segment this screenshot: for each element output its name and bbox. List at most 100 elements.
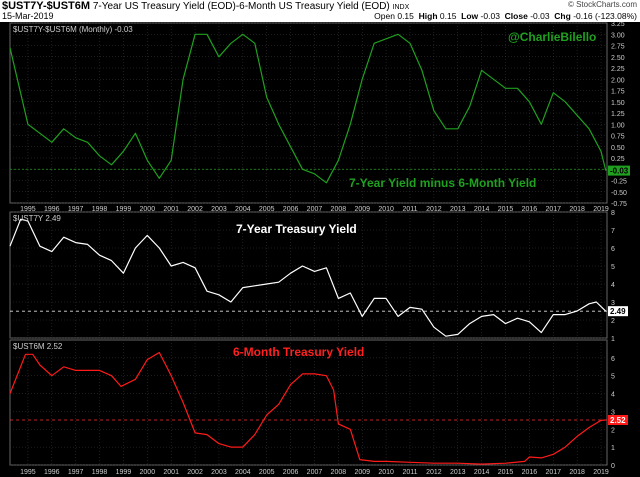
x-tick-label: 2012 <box>426 206 442 213</box>
stockcharts-credit: © StockCharts.com <box>567 0 637 9</box>
x-tick-label: 2002 <box>187 469 203 476</box>
x-tick-label: 2018 <box>569 469 585 476</box>
y-tick-label: 0.25 <box>611 156 625 163</box>
open-value: 0.15 <box>397 11 414 21</box>
ohlc-readout: Open 0.15 High 0.15 Low -0.03 Close -0.0… <box>374 11 637 21</box>
x-tick-label: 2004 <box>235 469 251 476</box>
y-tick-label: 2.75 <box>611 44 625 51</box>
six-month-last-value-tag: 2.52 <box>608 415 628 425</box>
spread-annotation: 7-Year Yield minus 6-Month Yield <box>349 176 536 190</box>
x-tick-label: 2008 <box>331 206 347 213</box>
series-line <box>9 218 607 337</box>
y-tick-label: 3 <box>611 409 615 416</box>
x-tick-label: 2003 <box>211 469 227 476</box>
spread-last-value-tag: -0.03 <box>608 165 630 176</box>
x-tick-label: 2014 <box>474 206 490 213</box>
x-tick-label: 2008 <box>331 469 347 476</box>
six-month-last-value: 2.52 <box>610 416 626 425</box>
x-tick-label: 2003 <box>211 206 227 213</box>
x-tick-label: 2001 <box>163 469 179 476</box>
spread-last-value: -0.03 <box>610 167 629 176</box>
six-month-grid <box>10 340 607 466</box>
x-tick-label: 2006 <box>283 206 299 213</box>
six-month-panel: 0 1 2 3 4 5 6 2.52 $UST6M 2.52 6-Month Treasur… <box>9 339 628 470</box>
y-tick-label: 1.00 <box>611 122 625 129</box>
high-label: High <box>418 11 438 21</box>
y-tick-label: 3.25 <box>611 22 625 28</box>
x-tick-label: 2005 <box>259 206 275 213</box>
x-tick-label: 2012 <box>426 469 442 476</box>
y-tick-label: -0.75 <box>611 201 627 208</box>
six-month-series <box>9 351 606 465</box>
change-label: Chg <box>554 11 571 21</box>
symbol-label: $UST7Y-$UST6M <box>2 0 91 12</box>
seven-year-panel-frame <box>9 211 608 339</box>
seven-year-last-value-tag: 2.49 <box>608 306 628 317</box>
seven-year-series <box>9 218 607 337</box>
x-axis-labels: 1995 1996 1997 1998 1999 2000 2001 2002 2003 2004… <box>20 206 609 476</box>
spread-y-ticks: -0.75-0.50-0.250.000.250.500.751.001.251… <box>611 22 627 208</box>
x-tick-label: 2017 <box>545 469 561 476</box>
x-tick-label: 2011 <box>402 206 417 213</box>
seven-year-panel: 1 2 3 4 5 6 7 8 2.49 $UST7Y 2.49 7-Year Treasur… <box>9 210 628 343</box>
x-tick-label: 1999 <box>116 469 132 476</box>
y-tick-label: 5 <box>611 264 615 271</box>
x-tick-label: 2004 <box>235 206 251 213</box>
y-tick-label: 3.00 <box>611 32 625 39</box>
low-value: -0.03 <box>480 11 500 21</box>
y-tick-label: 0 <box>611 463 615 470</box>
x-tick-label: 2017 <box>545 206 561 213</box>
x-tick-label: 1995 <box>20 206 36 213</box>
y-tick-label: 5 <box>611 374 615 381</box>
y-tick-label: 1 <box>611 336 615 343</box>
series-line <box>9 33 607 184</box>
x-tick-label: 2016 <box>522 469 538 476</box>
y-tick-label: 2 <box>611 427 615 434</box>
chart-date: 15-Mar-2019 <box>2 11 54 21</box>
spread-grid <box>10 22 607 204</box>
y-tick-label: 1.50 <box>611 100 625 107</box>
spread-panel: -0.75-0.50-0.250.000.250.500.751.001.251… <box>9 22 630 208</box>
x-tick-label: 2007 <box>307 206 323 213</box>
y-tick-label: 4 <box>611 282 615 289</box>
chart-header: $UST7Y-$UST6M 7-Year US Treasury Yield (… <box>0 0 640 22</box>
author-handle: @CharlieBilello <box>508 30 596 44</box>
x-tick-label: 2019 <box>593 469 609 476</box>
y-tick-label: 6 <box>611 246 615 253</box>
y-tick-label: 0.75 <box>611 134 625 141</box>
y-tick-label: -0.25 <box>611 179 627 186</box>
x-tick-label: 1999 <box>116 206 132 213</box>
x-tick-label: 1998 <box>92 206 108 213</box>
x-tick-label: 2009 <box>354 206 370 213</box>
x-tick-label: 1996 <box>44 469 60 476</box>
seven-year-last-value-box <box>608 306 628 317</box>
charts-area: -0.75-0.50-0.250.000.250.500.751.001.251… <box>9 22 630 476</box>
y-tick-label: 2.50 <box>611 55 625 62</box>
open-label: Open <box>374 11 395 21</box>
seven-year-y-ticks: 1 2 3 4 5 6 7 8 <box>611 210 615 343</box>
six-month-last-value-box <box>608 415 628 425</box>
y-tick-label: 2.25 <box>611 66 625 73</box>
y-tick-label: 1.75 <box>611 89 625 96</box>
chart-title: $UST7Y-$UST6M 7-Year US Treasury Yield (… <box>2 0 409 12</box>
series-line <box>9 351 606 465</box>
x-tick-label: 2000 <box>140 469 156 476</box>
x-tick-label: 2000 <box>140 206 156 213</box>
y-tick-label: 2 <box>611 318 615 325</box>
close-value: -0.03 <box>530 11 550 21</box>
x-tick-label: 1996 <box>44 206 60 213</box>
y-tick-label: 3 <box>611 300 615 307</box>
y-tick-label: 1 <box>611 445 615 452</box>
x-tick-label: 1997 <box>68 469 84 476</box>
y-tick-label: 4 <box>611 392 615 399</box>
x-tick-label: 2019 <box>593 206 609 213</box>
x-tick-label: 2015 <box>498 206 514 213</box>
low-label: Low <box>461 11 479 21</box>
six-month-legend: $UST6M 2.52 <box>13 342 63 351</box>
x-tick-label: 2018 <box>569 206 585 213</box>
seven-year-grid <box>10 211 607 339</box>
x-tick-label: 2010 <box>378 206 394 213</box>
change-value: -0.16 (-123.08%) <box>573 11 637 21</box>
x-tick-label: 1995 <box>20 469 36 476</box>
spread-legend: $UST7Y-$UST6M (Monthly) -0.03 <box>13 25 133 34</box>
